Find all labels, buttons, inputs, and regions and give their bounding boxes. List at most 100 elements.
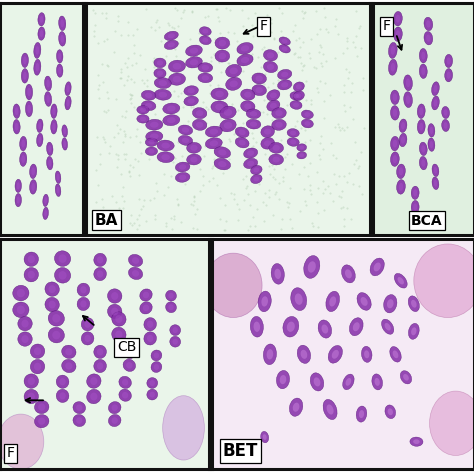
Point — [120, 150, 128, 158]
Point — [164, 19, 172, 27]
Point — [182, 141, 190, 148]
Ellipse shape — [308, 261, 316, 273]
Ellipse shape — [82, 332, 94, 345]
Ellipse shape — [246, 119, 261, 129]
Point — [169, 159, 176, 166]
Ellipse shape — [409, 323, 419, 339]
Ellipse shape — [310, 373, 324, 391]
Point — [177, 15, 185, 22]
Point — [112, 198, 119, 206]
Ellipse shape — [48, 159, 51, 167]
Point — [355, 164, 362, 172]
Ellipse shape — [36, 46, 39, 55]
Point — [287, 185, 294, 192]
Point — [179, 9, 187, 16]
Ellipse shape — [411, 328, 417, 335]
Point — [152, 111, 159, 118]
Point — [106, 142, 114, 150]
Ellipse shape — [76, 404, 82, 411]
Ellipse shape — [250, 111, 257, 117]
Point — [282, 154, 289, 161]
Ellipse shape — [235, 137, 249, 148]
Text: BCA: BCA — [411, 214, 443, 228]
Ellipse shape — [164, 40, 178, 49]
Point — [302, 96, 310, 104]
Point — [275, 179, 283, 187]
Ellipse shape — [146, 119, 163, 130]
Ellipse shape — [94, 345, 106, 358]
Ellipse shape — [241, 45, 249, 52]
Ellipse shape — [404, 91, 412, 108]
Point — [244, 191, 252, 198]
Ellipse shape — [111, 308, 118, 315]
Point — [347, 215, 355, 223]
Ellipse shape — [58, 271, 67, 280]
Point — [210, 174, 217, 182]
Point — [314, 184, 321, 192]
Point — [130, 103, 138, 110]
Ellipse shape — [94, 267, 106, 281]
Ellipse shape — [202, 29, 209, 34]
Point — [160, 93, 167, 100]
Ellipse shape — [196, 110, 203, 116]
Point — [292, 36, 300, 44]
Ellipse shape — [370, 258, 384, 276]
Point — [275, 4, 283, 12]
Ellipse shape — [146, 138, 157, 146]
Point — [359, 74, 366, 82]
Point — [279, 215, 286, 223]
Point — [340, 81, 348, 89]
Point — [149, 57, 157, 64]
Ellipse shape — [48, 310, 64, 326]
Point — [187, 200, 195, 208]
Ellipse shape — [241, 57, 249, 63]
Ellipse shape — [403, 374, 409, 381]
Text: F: F — [259, 19, 267, 33]
Ellipse shape — [184, 96, 199, 106]
Point — [300, 164, 308, 171]
Ellipse shape — [290, 140, 296, 145]
Point — [104, 62, 111, 70]
Ellipse shape — [447, 72, 451, 79]
Point — [299, 15, 306, 22]
Ellipse shape — [143, 305, 149, 311]
Ellipse shape — [264, 128, 271, 135]
Point — [288, 161, 296, 168]
Ellipse shape — [141, 101, 156, 110]
Ellipse shape — [419, 107, 423, 115]
Point — [213, 36, 220, 44]
Point — [346, 69, 353, 76]
Point — [331, 55, 338, 62]
Point — [307, 100, 315, 108]
Point — [202, 61, 210, 68]
Point — [132, 59, 140, 67]
Text: F: F — [6, 446, 14, 460]
Point — [238, 7, 246, 14]
Ellipse shape — [299, 153, 304, 157]
Ellipse shape — [215, 104, 224, 110]
Ellipse shape — [263, 434, 267, 440]
Ellipse shape — [445, 55, 453, 68]
Point — [99, 133, 107, 141]
Point — [336, 127, 344, 134]
Point — [103, 89, 111, 96]
Point — [356, 22, 364, 29]
Point — [164, 153, 172, 160]
Point — [305, 49, 312, 57]
Ellipse shape — [254, 168, 259, 173]
Ellipse shape — [38, 27, 45, 40]
Ellipse shape — [426, 20, 430, 27]
Point — [166, 63, 174, 71]
Point — [218, 68, 225, 75]
Point — [164, 36, 172, 44]
Ellipse shape — [13, 302, 29, 318]
Point — [152, 71, 159, 78]
Point — [312, 64, 320, 72]
Ellipse shape — [390, 346, 401, 362]
Point — [317, 41, 324, 49]
Point — [247, 112, 255, 120]
Ellipse shape — [434, 180, 437, 187]
Point — [135, 211, 143, 219]
Point — [167, 173, 175, 180]
Point — [306, 54, 313, 62]
